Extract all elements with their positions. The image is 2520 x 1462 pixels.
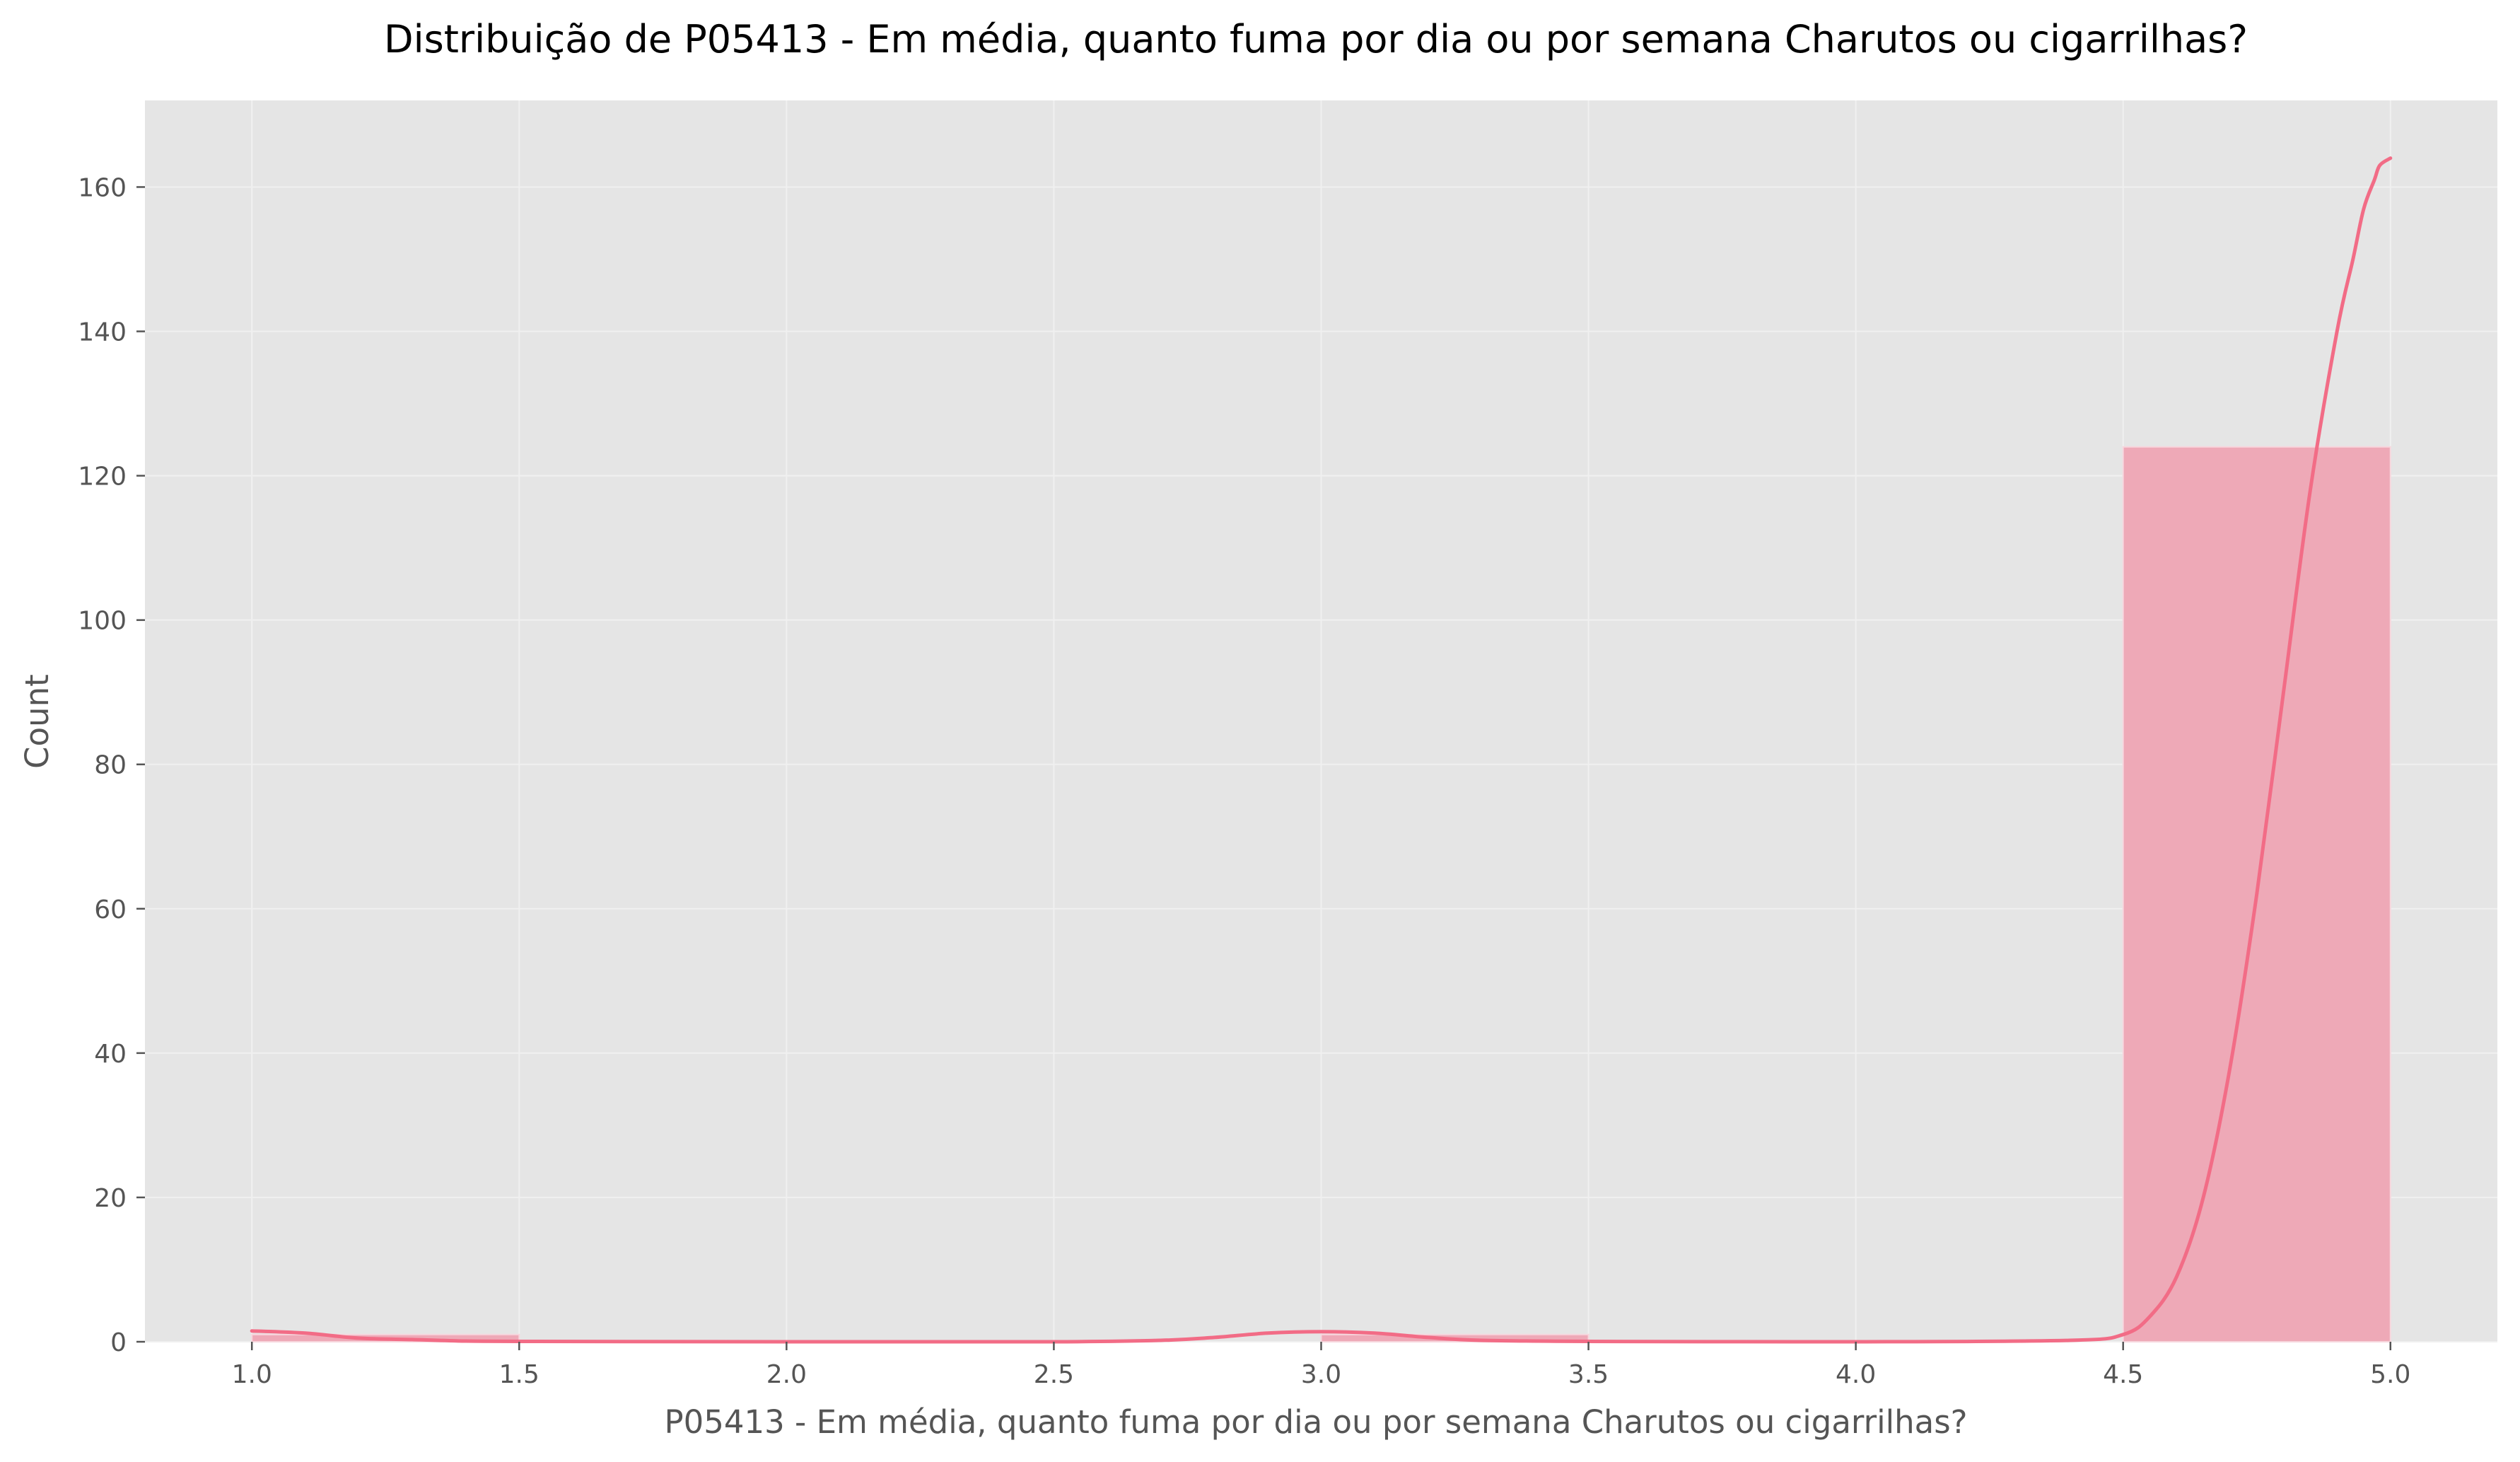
axes: 1.0 1.5 2.0 2.5 3.0 3.5 4.0 4.5 5.0 0 20 40 60 80 100 1… [78, 173, 2410, 1389]
y-tick-label: 100 [78, 607, 127, 636]
x-tick-label: 2.5 [1034, 1360, 1074, 1389]
x-tick-label: 4.5 [2103, 1360, 2143, 1389]
y-tick-label: 160 [78, 173, 127, 202]
y-tick-label: 140 [78, 318, 127, 347]
y-tick-label: 40 [94, 1040, 127, 1069]
x-tick-label: 1.5 [499, 1360, 539, 1389]
y-tick-label: 20 [94, 1184, 127, 1213]
x-axis-label: P05413 - Em média, quanto fuma por dia o… [664, 1403, 1967, 1441]
kde-layer [250, 156, 2393, 1344]
y-tick-label: 80 [94, 751, 127, 780]
y-tick-label: 0 [110, 1328, 127, 1357]
x-tick-label: 3.0 [1301, 1360, 1341, 1389]
x-tick-label: 2.0 [766, 1360, 807, 1389]
y-tick-label: 60 [94, 895, 127, 924]
kde-line [250, 156, 2393, 1344]
x-tick-label: 1.0 [232, 1360, 272, 1389]
chart-title: Distribuição de P05413 - Em média, quant… [384, 17, 2248, 62]
x-tick-label: 4.0 [1836, 1360, 1876, 1389]
x-tick-label: 5.0 [2370, 1360, 2410, 1389]
x-tick-label: 3.5 [1568, 1360, 1609, 1389]
y-axis-label: Count [18, 674, 56, 769]
y-tick-label: 120 [78, 463, 127, 492]
